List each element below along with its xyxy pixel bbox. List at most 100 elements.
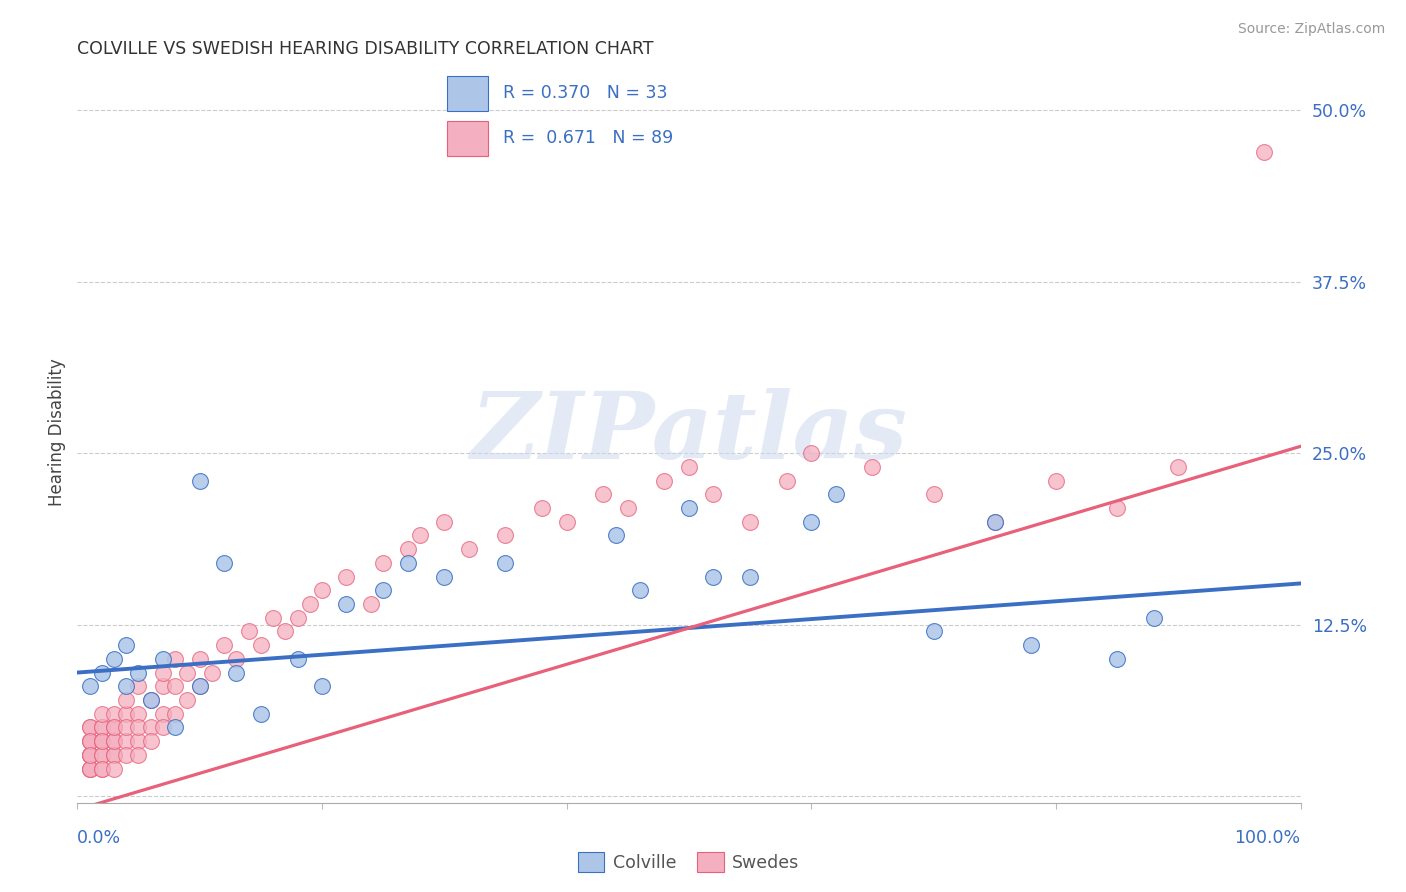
- Point: [165, 706, 187, 721]
- Text: Source: ZipAtlas.com: Source: ZipAtlas.com: [1237, 22, 1385, 37]
- Point: [79, 679, 101, 693]
- Point: [311, 583, 333, 598]
- Point: [79, 762, 101, 776]
- Point: [139, 734, 162, 748]
- Point: [90, 665, 112, 680]
- Point: [79, 720, 101, 734]
- Point: [115, 734, 138, 748]
- Point: [152, 706, 174, 721]
- Point: [165, 652, 187, 666]
- Point: [188, 679, 211, 693]
- Point: [287, 652, 309, 666]
- Point: [371, 583, 394, 598]
- Point: [188, 652, 211, 666]
- Point: [165, 720, 187, 734]
- Point: [396, 556, 419, 570]
- Legend: Colville, Swedes: Colville, Swedes: [571, 846, 807, 880]
- Point: [984, 515, 1007, 529]
- Point: [103, 747, 125, 762]
- Point: [90, 720, 112, 734]
- Point: [922, 487, 945, 501]
- Point: [824, 487, 846, 501]
- Point: [90, 734, 112, 748]
- Point: [103, 652, 125, 666]
- Point: [152, 665, 174, 680]
- Point: [79, 747, 101, 762]
- Point: [127, 665, 149, 680]
- Point: [740, 515, 762, 529]
- Point: [79, 734, 101, 748]
- Point: [90, 762, 112, 776]
- Point: [800, 515, 823, 529]
- Point: [287, 611, 309, 625]
- Point: [79, 747, 101, 762]
- Point: [298, 597, 321, 611]
- Point: [678, 459, 700, 474]
- Point: [250, 638, 273, 652]
- Point: [90, 720, 112, 734]
- Point: [212, 556, 235, 570]
- Point: [90, 762, 112, 776]
- Point: [79, 720, 101, 734]
- Point: [1021, 638, 1043, 652]
- Point: [1167, 459, 1189, 474]
- Point: [79, 747, 101, 762]
- Point: [457, 542, 479, 557]
- Point: [176, 693, 198, 707]
- Point: [152, 720, 174, 734]
- Point: [79, 747, 101, 762]
- Point: [250, 706, 273, 721]
- Point: [238, 624, 260, 639]
- Point: [740, 569, 762, 583]
- Point: [984, 515, 1007, 529]
- Point: [103, 734, 125, 748]
- Y-axis label: Hearing Disability: Hearing Disability: [48, 359, 66, 507]
- Point: [433, 569, 456, 583]
- Point: [188, 474, 211, 488]
- Point: [103, 734, 125, 748]
- Point: [702, 569, 724, 583]
- Point: [862, 459, 884, 474]
- Point: [103, 720, 125, 734]
- Point: [212, 638, 235, 652]
- Point: [495, 528, 517, 542]
- Point: [335, 597, 357, 611]
- Point: [115, 679, 138, 693]
- Point: [1253, 145, 1275, 159]
- Point: [115, 720, 138, 734]
- Point: [335, 569, 357, 583]
- Point: [103, 747, 125, 762]
- Point: [371, 556, 394, 570]
- Point: [628, 583, 651, 598]
- Point: [274, 624, 297, 639]
- Point: [592, 487, 614, 501]
- Text: ZIPatlas: ZIPatlas: [471, 388, 907, 477]
- Point: [605, 528, 627, 542]
- Point: [1143, 611, 1166, 625]
- Point: [127, 679, 149, 693]
- Point: [103, 706, 125, 721]
- Point: [176, 665, 198, 680]
- Point: [776, 474, 799, 488]
- Point: [103, 762, 125, 776]
- Point: [1045, 474, 1067, 488]
- Point: [531, 501, 554, 516]
- Point: [409, 528, 432, 542]
- Point: [152, 652, 174, 666]
- Point: [90, 747, 112, 762]
- Text: COLVILLE VS SWEDISH HEARING DISABILITY CORRELATION CHART: COLVILLE VS SWEDISH HEARING DISABILITY C…: [77, 40, 654, 58]
- Point: [79, 734, 101, 748]
- Point: [800, 446, 823, 460]
- Point: [79, 762, 101, 776]
- Point: [90, 734, 112, 748]
- Point: [127, 706, 149, 721]
- Point: [127, 720, 149, 734]
- Point: [201, 665, 224, 680]
- Point: [654, 474, 676, 488]
- Point: [555, 515, 578, 529]
- Point: [115, 693, 138, 707]
- Point: [617, 501, 640, 516]
- Point: [90, 734, 112, 748]
- Point: [139, 720, 162, 734]
- Point: [115, 638, 138, 652]
